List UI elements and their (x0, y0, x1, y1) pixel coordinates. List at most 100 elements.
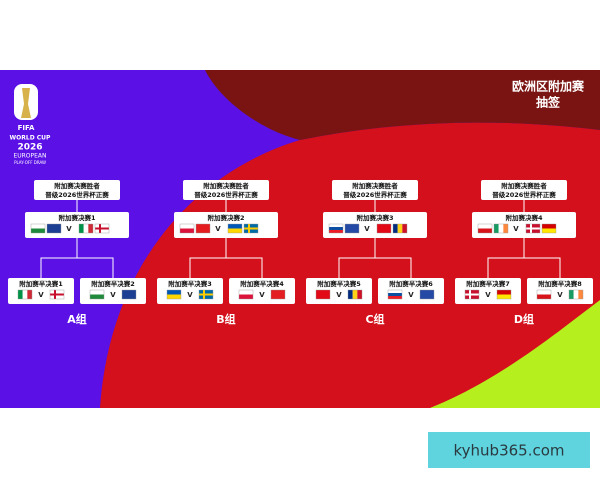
flag-stripe (497, 290, 511, 295)
flag-border (392, 223, 408, 234)
flag-stripe (352, 290, 358, 299)
semi-label: 附加赛半决赛7 (466, 279, 510, 288)
flag-border (315, 289, 331, 300)
semi-label: 附加赛半决赛8 (538, 279, 582, 288)
flag-stripe (537, 294, 551, 299)
logo-text: EUROPEAN (13, 153, 46, 160)
flag-stripe (228, 228, 242, 233)
versus: V (557, 291, 563, 299)
connector (189, 200, 263, 278)
flag-stripe (79, 224, 84, 233)
flag-stripe (377, 228, 391, 233)
title: 欧洲区附加赛 (512, 79, 585, 94)
flag-stripe (90, 294, 104, 299)
flag-stripe (196, 224, 210, 229)
flag-stripe (542, 224, 556, 229)
flag-border (195, 223, 211, 234)
flag-border (121, 289, 137, 300)
logo-fifa: FIFA (18, 124, 35, 132)
flag-border (541, 223, 557, 234)
versus: V (336, 291, 342, 299)
flag-border (17, 289, 33, 300)
semi-label: 附加赛半决赛5 (317, 279, 361, 288)
logo-text: PLAY-OFF DRAW (14, 160, 46, 165)
flag-stripe (357, 290, 362, 299)
flag-stripe (47, 228, 61, 233)
flag-stripe (329, 227, 343, 230)
flag-border (419, 289, 435, 300)
flag-stripe (316, 294, 330, 299)
winner-box (183, 180, 269, 200)
group-label: C组 (365, 312, 384, 326)
flag-stripe (345, 228, 359, 233)
winner-text: 晋级2026世界杯正赛 (194, 190, 258, 199)
versus: V (215, 225, 221, 233)
flag-border (166, 289, 182, 300)
flag-stripe (388, 293, 402, 296)
flag-stripe (239, 290, 253, 295)
flag-cross (526, 227, 540, 230)
flag-stripe (573, 290, 579, 299)
flag-stripe (329, 230, 343, 233)
winner-text: 附加赛决赛胜者 (352, 181, 398, 190)
flag-cross (244, 227, 258, 230)
flag-stripe (180, 224, 194, 229)
final-label: 附加赛决赛4 (505, 213, 543, 222)
versus: V (187, 291, 193, 299)
flag-border (198, 289, 214, 300)
flag-border (94, 223, 110, 234)
flag-border (376, 223, 392, 234)
flag-stripe (31, 224, 45, 229)
flag-border (243, 223, 259, 234)
flag-stripe (316, 290, 330, 295)
flag-border (387, 289, 403, 300)
connector (40, 200, 114, 278)
flag-border (536, 289, 552, 300)
flag-border (227, 223, 243, 234)
flag-stripe (388, 290, 402, 293)
flag-border (493, 223, 509, 234)
flag-stripe (228, 224, 242, 229)
flag-border (328, 223, 344, 234)
flag-stripe (122, 294, 136, 299)
flag-stripe (420, 290, 434, 295)
winner-box (34, 180, 120, 200)
flag-stripe (180, 228, 194, 233)
flag-stripe (569, 290, 574, 299)
flag-cross (465, 293, 479, 296)
group-label: B组 (216, 312, 235, 326)
flag-stripe (83, 224, 89, 233)
semi-label: 附加赛半决赛6 (389, 279, 433, 288)
logo-text: 2026 (17, 143, 42, 153)
watermark-box (428, 432, 590, 468)
winner-text: 晋级2026世界杯正赛 (343, 190, 407, 199)
flag-stripe (388, 296, 402, 299)
flag-border (464, 289, 480, 300)
flag-stripe (478, 224, 492, 229)
logo: FIFA WORLD CUP 2026 EUROPEAN PLAY-OFF DR… (10, 84, 51, 165)
winner-text: 附加赛决赛胜者 (54, 181, 100, 190)
final-label: 附加赛决赛2 (207, 213, 244, 222)
flag-stripe (329, 224, 343, 227)
semi-label: 附加赛半决赛2 (91, 279, 135, 288)
flag-stripe (31, 228, 45, 233)
subtitle: 抽签 (536, 95, 561, 110)
flag-stripe (90, 290, 104, 295)
flag-stripe (542, 228, 556, 233)
flag-stripe (47, 224, 61, 229)
flag-border (525, 223, 541, 234)
watermark: kyhub365.com (454, 442, 565, 460)
flag-stripe (271, 290, 285, 295)
winner-text: 晋级2026世界杯正赛 (45, 190, 109, 199)
flag-border (46, 223, 62, 234)
winner-box (332, 180, 418, 200)
flag-border (568, 289, 584, 300)
flag-border (78, 223, 94, 234)
flag-border (89, 289, 105, 300)
winner-text: 附加赛决赛胜者 (501, 181, 547, 190)
flag-stripe (420, 294, 434, 299)
flag-stripe (498, 224, 504, 233)
semi-label: 附加赛半决赛1 (19, 279, 63, 288)
